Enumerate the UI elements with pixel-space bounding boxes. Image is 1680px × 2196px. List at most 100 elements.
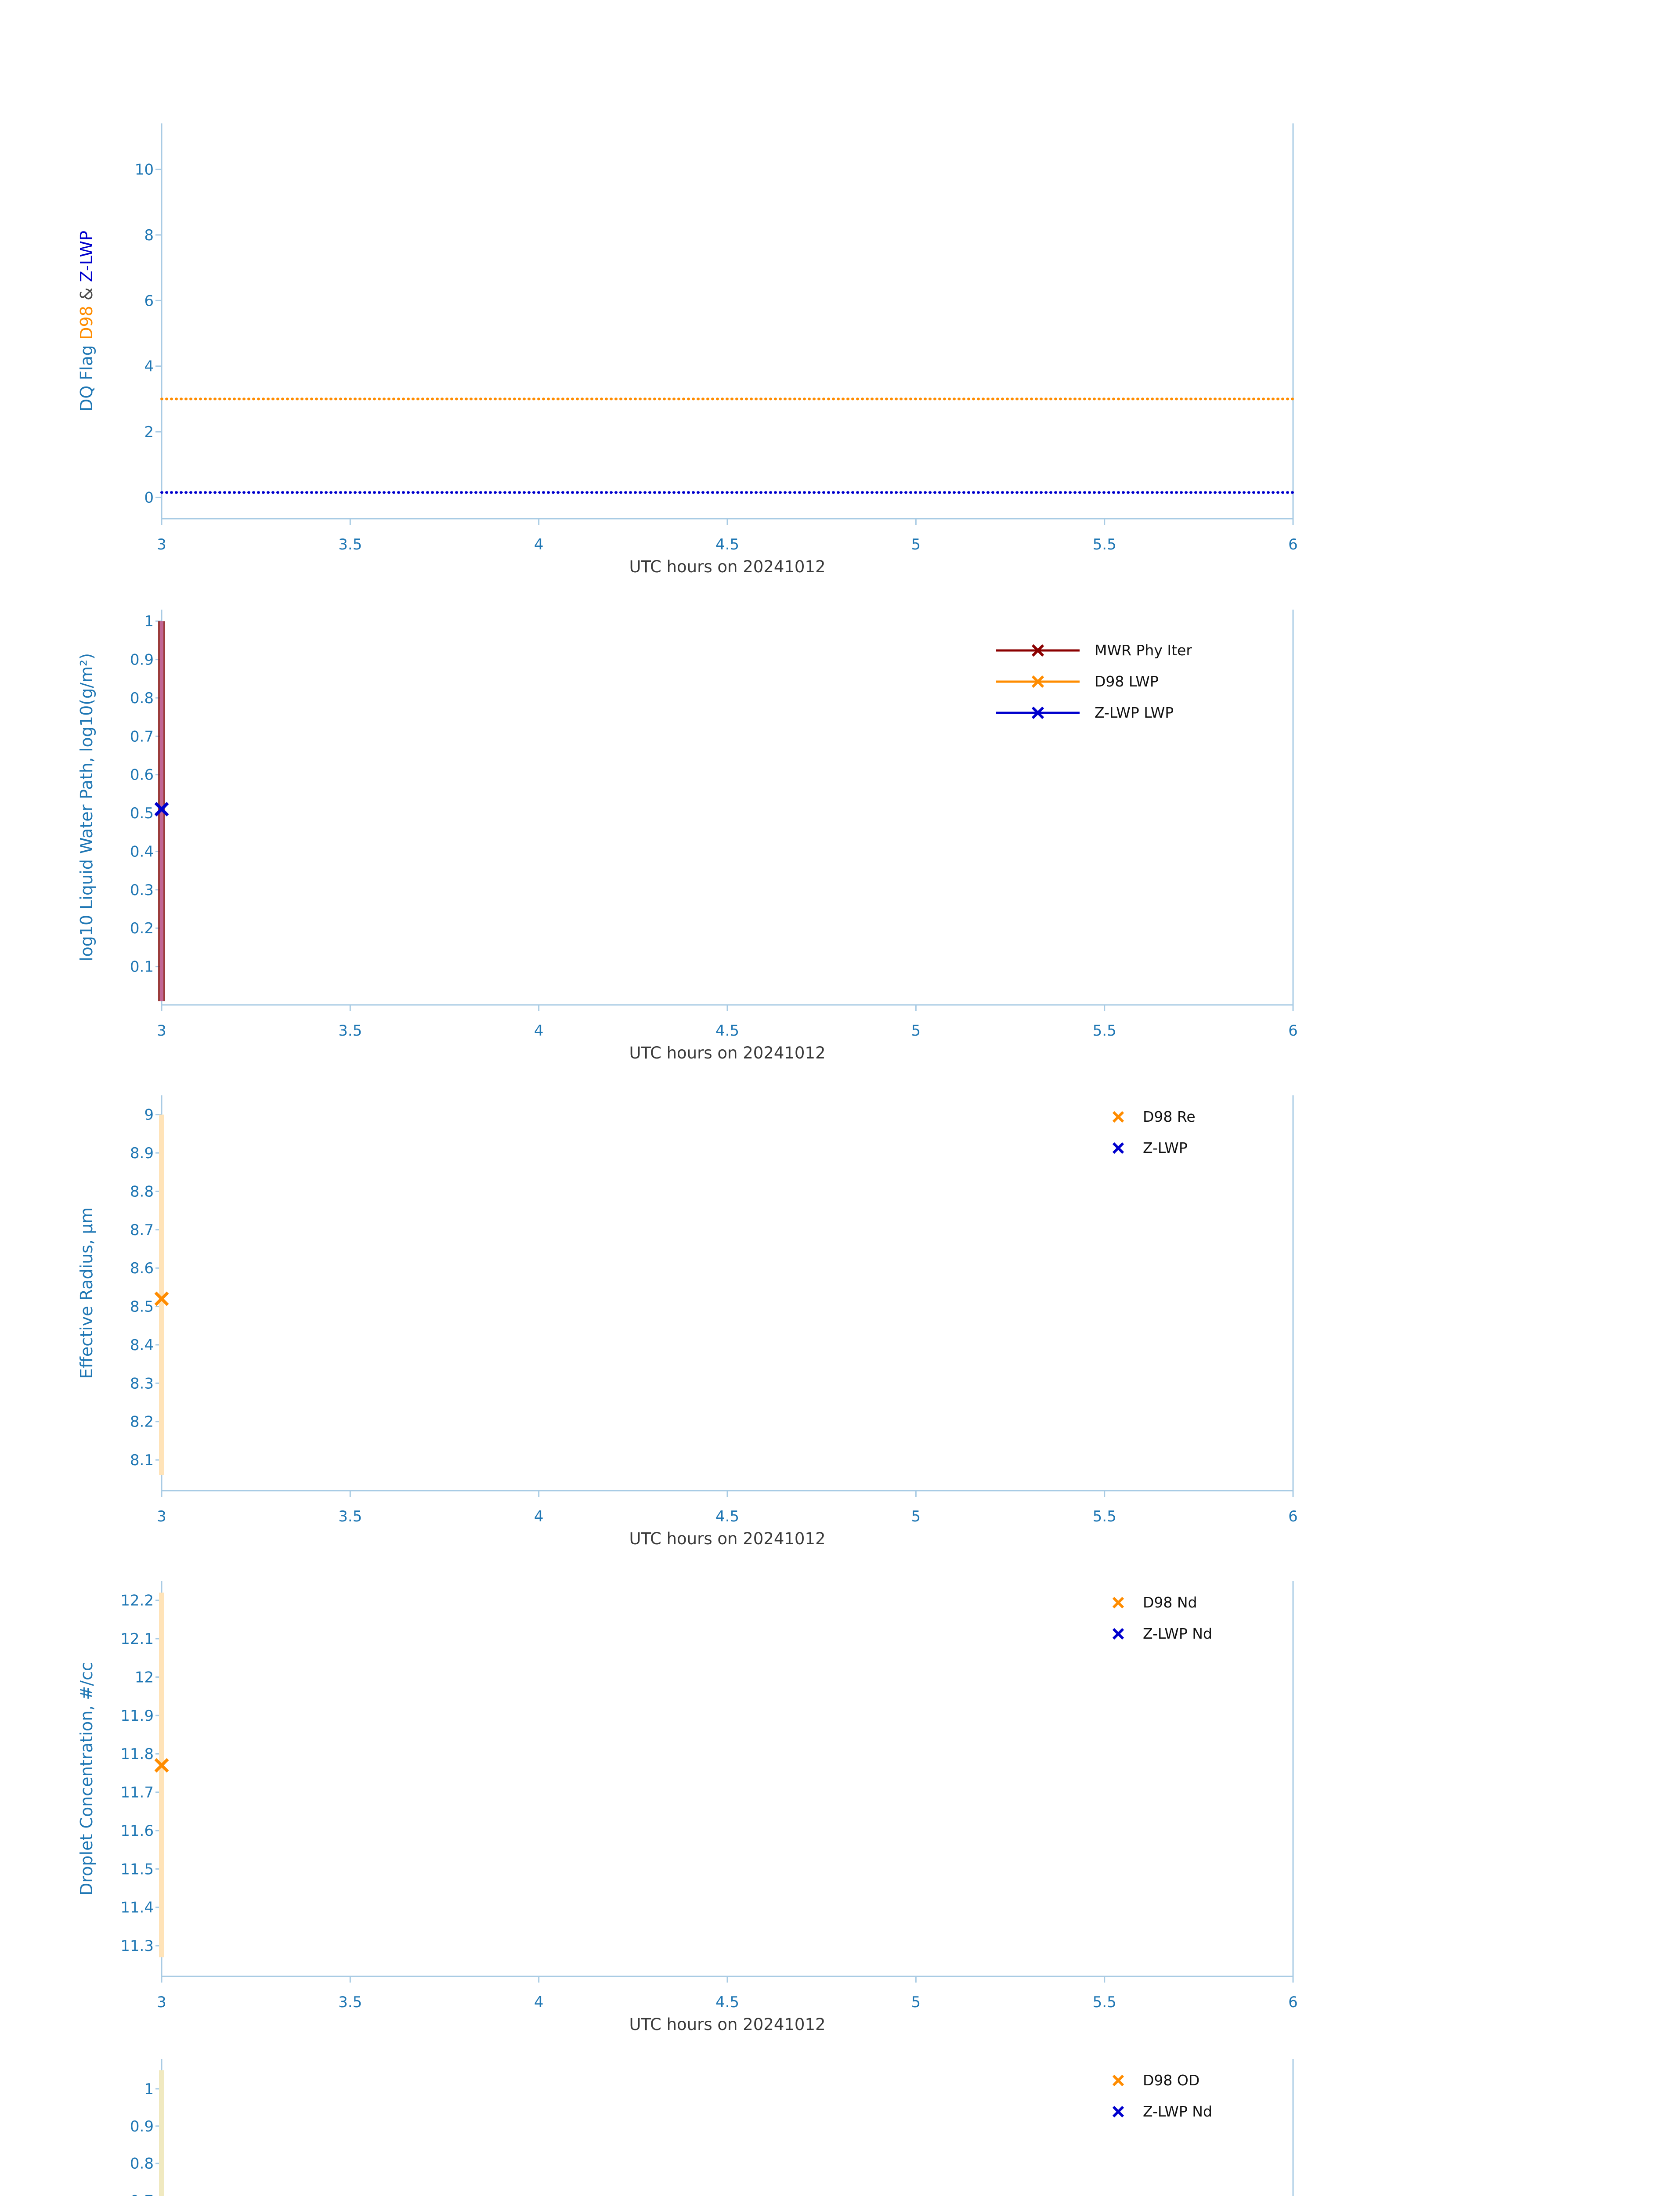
- x-tick-label: 6: [1288, 536, 1298, 553]
- legend-entry: D98 Re: [1112, 1108, 1196, 1125]
- series-D98-Nd: [154, 1758, 169, 1773]
- x-tick-label: 4.5: [715, 1022, 739, 1040]
- x-tick-label: 5: [911, 1994, 921, 2011]
- y-axis-label: Effective Radius, µm: [77, 1207, 96, 1379]
- y-tick-label: 8.6: [130, 1260, 154, 1277]
- x-tick-label: 5.5: [1093, 536, 1116, 553]
- x-tick-label: 3.5: [338, 1994, 362, 2011]
- y-axis-label: log10 Liquid Water Path, log10(g/m²): [77, 653, 96, 961]
- x-tick-label: 5: [911, 536, 921, 553]
- x-tick-label: 5.5: [1093, 1508, 1116, 1525]
- legend-label: Z-LWP: [1143, 1139, 1188, 1156]
- legend: MWR Phy Iter D98 LWP Z-LWP LWP: [996, 642, 1192, 721]
- legend-label: D98 Re: [1143, 1108, 1196, 1125]
- x-axis-label: UTC hours on 20241012: [629, 2015, 825, 2034]
- y-tick-label: 8.1: [130, 1452, 154, 1469]
- y-tick-label: 4: [144, 358, 154, 376]
- y-tick-label: 0.5: [130, 805, 154, 822]
- y-tick-label: 0.1: [130, 958, 154, 976]
- y-tick-label: 0.7: [130, 728, 154, 745]
- y-tick-label: 0.7: [130, 2192, 154, 2196]
- x-tick-label: 4: [534, 1994, 544, 2011]
- x-axis-label: UTC hours on 20241012: [629, 557, 825, 576]
- x-tick-label: 4.5: [715, 1508, 739, 1525]
- x-tick-label: 5.5: [1093, 1994, 1116, 2011]
- x-tick-label: 4.5: [715, 1994, 739, 2011]
- y-tick-label: 2: [144, 423, 154, 441]
- legend: D98 Re Z-LWP: [1112, 1108, 1196, 1156]
- panel-droplet-concentration: 11.3 11.4 11.5 11.6 11.7 11.8 11.9 12 12.1 12.2 3 3…: [77, 1581, 1298, 2034]
- y-tick-label: 11.5: [120, 1860, 154, 1878]
- x-tick-label: 3: [157, 1022, 166, 1040]
- series-D98-Re: [154, 1291, 169, 1306]
- panel-dq-flag: 0 2 4 6 8 10 3 3.5 4 4.5 5 5.5 6 UTC hours on 2024101…: [77, 123, 1298, 576]
- legend-entry: MWR Phy Iter: [996, 642, 1192, 659]
- legend-label: Z-LWP Nd: [1143, 2103, 1212, 2120]
- panel-liquid-water-path: 0.1 0.2 0.3 0.4 0.5 0.6 0.7 0.8 0.9 1 3 3.5 4 4.5 5 5.5…: [77, 610, 1298, 1062]
- x-axis-label: UTC hours on 20241012: [629, 1044, 825, 1062]
- legend-marker-sample: [1031, 675, 1044, 688]
- x-tick-label: 3.5: [338, 1022, 362, 1040]
- x-tick-label: 4: [534, 1022, 544, 1040]
- y-tick-label: 11.8: [120, 1745, 154, 1763]
- legend-marker-sample: [1112, 1111, 1124, 1123]
- y-tick-label: 0.9: [130, 651, 154, 669]
- legend-label: D98 LWP: [1095, 673, 1159, 690]
- y-tick-label: 0.8: [130, 690, 154, 707]
- y-tick-label: 12.2: [120, 1592, 154, 1610]
- y-tick-label: 1: [144, 2080, 154, 2098]
- legend-label: Z-LWP LWP: [1095, 704, 1174, 721]
- legend-entry: D98 LWP: [996, 673, 1159, 690]
- x-axis-label: UTC hours on 20241012: [629, 1529, 825, 1548]
- y-tick-label: 11.7: [120, 1784, 154, 1802]
- y-tick-label: 11.4: [120, 1899, 154, 1917]
- y-tick-label: 0.9: [130, 2118, 154, 2135]
- y-tick-label: 0.3: [130, 881, 154, 899]
- legend-marker-sample: [1112, 2106, 1124, 2118]
- x-tick-label: 3.5: [338, 536, 362, 553]
- panel-effective-radius: 8.1 8.2 8.3 8.4 8.5 8.6 8.7 8.8 8.9 9 3 3.5 4 4.5 5 5.5…: [77, 1095, 1298, 1548]
- x-tick-label: 6: [1288, 1508, 1298, 1525]
- legend-entry: D98 OD: [1112, 2072, 1199, 2089]
- x-tick-label: 3: [157, 1994, 166, 2011]
- y-tick-label: 11.3: [120, 1937, 154, 1955]
- legend-marker-sample: [1031, 644, 1044, 657]
- y-tick-label: 11.6: [120, 1822, 154, 1840]
- y-tick-label: 0: [144, 489, 154, 506]
- y-axis-label: Droplet Concentration, #/cc: [77, 1662, 96, 1896]
- x-tick-label: 3.5: [338, 1508, 362, 1525]
- legend-label: MWR Phy Iter: [1095, 642, 1192, 659]
- legend-marker-sample: [1112, 2074, 1124, 2087]
- y-tick-label: 0.2: [130, 920, 154, 937]
- y-tick-label: 6: [144, 292, 154, 310]
- x-tick-label: 6: [1288, 1022, 1298, 1040]
- y-tick-label: 10: [135, 161, 154, 179]
- x-tick-label: 3: [157, 1508, 166, 1525]
- legend-entry: Z-LWP LWP: [996, 704, 1174, 721]
- y-tick-label: 8.3: [130, 1375, 154, 1392]
- x-tick-label: 4.5: [715, 536, 739, 553]
- y-tick-label: 0.6: [130, 766, 154, 784]
- series-Z-LWP-LWP: [154, 802, 169, 816]
- legend-entry: Z-LWP Nd: [1112, 2103, 1212, 2120]
- legend-entry: Z-LWP Nd: [1112, 1625, 1212, 1642]
- y-tick-label: 8.8: [130, 1183, 154, 1200]
- y-tick-label: 11.9: [120, 1707, 154, 1725]
- x-tick-label: 4: [534, 1508, 544, 1525]
- legend-label: D98 Nd: [1143, 1594, 1197, 1611]
- x-tick-label: 5.5: [1093, 1022, 1116, 1040]
- panel-optical-depth: 0.10.20.30.40.50.60.70.80.9133.544.555.5…: [130, 2059, 1294, 2196]
- y-tick-label: 8.9: [130, 1145, 154, 1162]
- legend-label: D98 OD: [1143, 2072, 1199, 2089]
- y-tick-label: 1: [144, 613, 154, 630]
- y-tick-label: 0.8: [130, 2155, 154, 2173]
- legend: D98 OD Z-LWP Nd: [1112, 2072, 1212, 2120]
- y-tick-label: 12.1: [120, 1630, 154, 1648]
- legend-marker-sample: [1112, 1628, 1124, 1640]
- legend-entry: D98 Nd: [1112, 1594, 1197, 1611]
- y-axis-label: DQ Flag D98 & Z-LWP: [77, 231, 96, 412]
- y-tick-label: 0.4: [130, 843, 154, 860]
- x-tick-label: 4: [534, 536, 544, 553]
